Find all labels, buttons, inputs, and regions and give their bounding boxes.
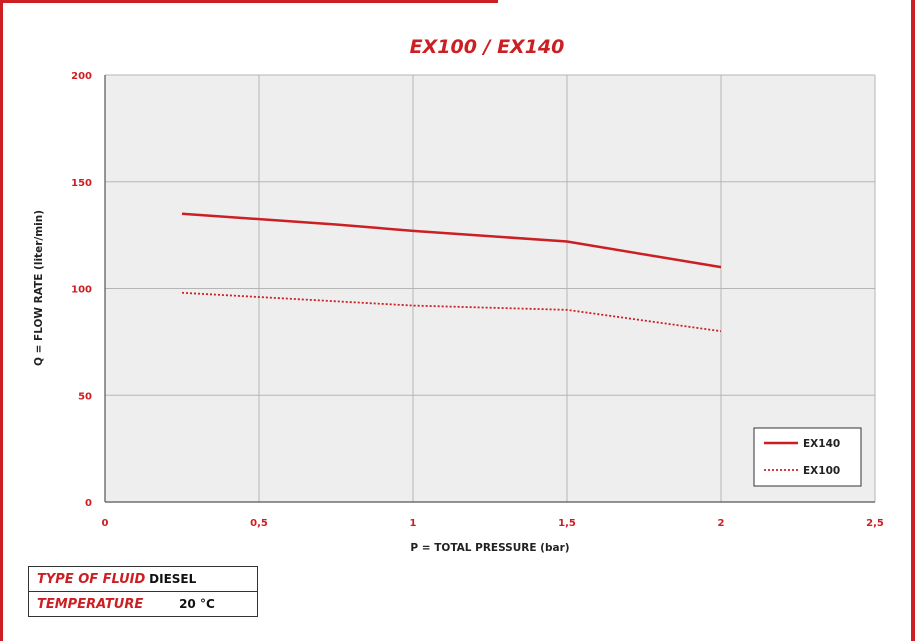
y-tick-label: 100 xyxy=(71,285,92,296)
info-row-fluid: TYPE OF FLUID DIESEL xyxy=(28,566,258,592)
x-tick-label: 2,5 xyxy=(866,518,884,529)
x-tick-label: 1,5 xyxy=(558,518,576,529)
series-lines xyxy=(181,212,722,333)
y-tick-label: 0 xyxy=(85,498,92,509)
frame-left-border xyxy=(0,0,3,641)
y-tick-label: 200 xyxy=(71,71,92,82)
x-tick-label: 2 xyxy=(718,518,725,529)
x-axis-label: P = TOTAL PRESSURE (bar) xyxy=(410,542,569,554)
fluid-type-value: DIESEL xyxy=(149,571,197,586)
axes xyxy=(104,75,875,503)
x-tick-label: 0,5 xyxy=(250,518,268,529)
grid-lines xyxy=(105,74,876,502)
legend-label-ex100: EX100 xyxy=(803,465,840,477)
legend-box xyxy=(753,427,862,487)
series-line-ex140 xyxy=(181,212,722,269)
info-cell-fluid: TYPE OF FLUID DIESEL xyxy=(28,566,258,592)
x-tick-label: 0 xyxy=(102,518,109,529)
flow-rate-chart: EX100 / EX140 0 0,5 1 1,5 2 2,5 0 50 100 150 200 E… xyxy=(33,36,884,554)
fluid-type-label: TYPE OF FLUID xyxy=(37,571,146,587)
x-tick-label: 1 xyxy=(410,518,417,529)
tick-labels: 0 0,5 1 1,5 2 2,5 0 50 100 150 200 xyxy=(71,71,884,529)
y-tick-label: 150 xyxy=(71,178,92,189)
chart-title: EX100 / EX140 xyxy=(410,36,565,58)
series-line-ex100 xyxy=(181,291,722,333)
temperature-value: 20 °C xyxy=(179,596,215,611)
temperature-label: TEMPERATURE xyxy=(37,596,144,612)
info-cell-temperature: TEMPERATURE 20 °C xyxy=(28,591,258,617)
fluid-info-table: TYPE OF FLUID DIESEL TEMPERATURE 20 °C xyxy=(28,566,258,617)
y-axis-label: Q = FLOW RATE (liter/min) xyxy=(33,210,45,366)
frame-right-border xyxy=(911,0,915,641)
legend-label-ex140: EX140 xyxy=(803,438,840,450)
legend: EX140 EX100 xyxy=(753,427,862,487)
info-row-temperature: TEMPERATURE 20 °C xyxy=(28,591,258,617)
y-tick-label: 50 xyxy=(78,391,92,402)
frame-top-border xyxy=(0,0,498,3)
